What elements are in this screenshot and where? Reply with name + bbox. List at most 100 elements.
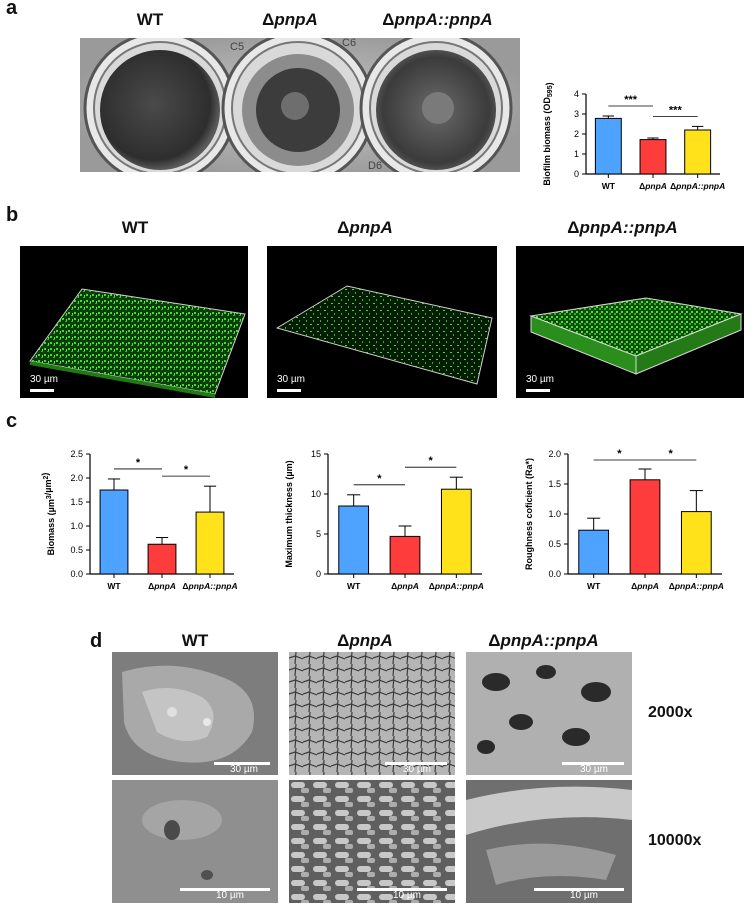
scale-label-comp: 30 µm [526, 374, 554, 385]
scale-label-wt: 30 µm [30, 374, 58, 385]
sem-scalebar-wt-10000x [180, 888, 270, 891]
cslm-header-comp: ΔpnpA::pnpA [567, 218, 678, 237]
well-comp [359, 38, 513, 172]
x-tick-label: ΔpnpA [391, 581, 419, 591]
y-axis-label: Biomass (µm3/µm2) [40, 473, 56, 556]
sem-pnpA-10000x: 10 µm [289, 780, 455, 903]
scale-label-pnpA: 30 µm [277, 374, 305, 385]
panel-letter-c: c [6, 410, 18, 432]
sem-pnpA-2000x: 30 µm [289, 652, 455, 775]
y-tick-label: 15 [311, 449, 321, 459]
y-axis-label: Maximum thickness (µm) [284, 460, 294, 567]
sem-scalebar-pnpA-10000x [357, 888, 447, 891]
plate-header-wt: WT [136, 10, 164, 29]
sem-scalebar-comp-10000x [534, 888, 624, 891]
sem-scale-label-wt-2000x: 30 µm [230, 764, 258, 775]
y-tick-label: 1.5 [70, 497, 83, 507]
sem-scale-label-comp-2000x: 30 µm [580, 764, 608, 775]
chart-roughness: 0.0 0.5 1.0 1.5 2.0 Roughness coficient (Ra*)… [524, 448, 724, 591]
panel-letter-a: a [6, 0, 18, 19]
bar-wt [594, 117, 622, 175]
magnification-2000x: 2000x [648, 704, 693, 721]
y-tick-label: 1.0 [70, 521, 83, 531]
bar-pnpA [639, 139, 667, 175]
plate-photo: C5 C6 D6 [80, 38, 520, 172]
sem-scale-label-wt-10000x: 10 µm [216, 890, 244, 901]
bar-comp [440, 488, 472, 575]
sem-scalebar-comp-2000x [562, 762, 624, 765]
y-tick-label: 0.5 [548, 539, 561, 549]
cslm-image-pnpA: 30 µm [267, 246, 497, 398]
y-tick-label: 5 [316, 529, 321, 539]
cslm-image-comp: 30 µm [516, 246, 744, 398]
plate-label-d6: D6 [368, 160, 382, 172]
y-tick-label: 0.0 [548, 569, 561, 579]
y-tick-label: 0 [574, 169, 579, 179]
x-tick-label: ΔpnpA [639, 181, 667, 191]
scale-bar-wt [30, 389, 54, 392]
sem-scale-label-pnpA-2000x: 30 µm [403, 764, 431, 775]
sem-scale-label-pnpA-10000x: 10 µm [393, 890, 421, 901]
bar-wt [578, 529, 610, 575]
sem-header-comp: ΔpnpA::pnpA [488, 631, 599, 650]
y-tick-label: 2 [574, 129, 579, 139]
y-tick-label: 1.0 [548, 509, 561, 519]
y-tick-label: 2.5 [70, 449, 83, 459]
sem-wt-10000x: 10 µm [112, 780, 278, 903]
x-tick-label: ΔpnpA::pnpA [429, 581, 484, 591]
y-axis-label: Biofilm biomass (OD595) [542, 82, 554, 185]
sem-comp-2000x: 30 µm [466, 652, 632, 775]
y-tick-label: 10 [311, 489, 321, 499]
plate-header-comp: ΔpnpA::pnpA [382, 10, 493, 29]
y-tick-label: 1 [574, 149, 579, 159]
well-pnpA [221, 38, 375, 172]
y-tick-label: 0.5 [70, 545, 83, 555]
bar-comp [195, 511, 225, 575]
bar-pnpA [389, 535, 421, 575]
x-tick-label: ΔpnpA::pnpA [182, 581, 237, 591]
sem-comp-10000x: 10 µm [466, 780, 632, 903]
y-tick-label: 2.0 [70, 473, 83, 483]
significance-label: *** [624, 94, 638, 106]
sem-scale-label-comp-10000x: 10 µm [570, 890, 598, 901]
x-tick-label: WT [107, 581, 121, 591]
scale-bar-comp [526, 389, 550, 392]
significance-label: * [617, 448, 622, 460]
x-tick-label: ΔpnpA [148, 581, 176, 591]
cslm-header-pnpA: ΔpnpA [337, 218, 393, 237]
chart-max-thickness: 0 5 10 15 Maximum thickness (µm) WT ΔpnpA ΔpnpA… [284, 449, 484, 591]
significance-label: * [669, 448, 674, 460]
bar-pnpA [629, 479, 661, 575]
panel-letter-d: d [90, 630, 103, 652]
y-tick-label: 4 [574, 89, 579, 99]
x-tick-label: WT [602, 181, 616, 191]
scale-bar-pnpA [277, 389, 301, 392]
panel-letter-b: b [6, 204, 19, 226]
plate-label-c6: C6 [342, 38, 356, 49]
sem-scalebar-wt-2000x [214, 762, 270, 765]
x-tick-label: WT [587, 581, 601, 591]
y-tick-label: 2.0 [548, 449, 561, 459]
y-tick-label: 0.0 [70, 569, 83, 579]
cslm-header-wt: WT [121, 218, 149, 237]
cslm-image-wt: 30 µm [20, 246, 248, 398]
plate-header-pnpA: ΔpnpA [262, 10, 318, 29]
sem-scalebar-pnpA-2000x [385, 762, 447, 765]
y-tick-label: 1.5 [548, 479, 561, 489]
x-tick-label: ΔpnpA::pnpA [669, 581, 724, 591]
magnification-10000x: 10000x [648, 832, 702, 849]
bar-wt [99, 489, 129, 575]
significance-label: * [377, 473, 382, 485]
x-tick-label: WT [347, 581, 361, 591]
bar-comp [680, 511, 712, 575]
x-tick-label: ΔpnpA::pnpA [670, 181, 725, 191]
chart-biofilm-biomass: 0 1 2 3 4 Biofilm biomass (OD595) WT ΔpnpA ΔpnpA… [542, 82, 725, 191]
chart-biomass: 0.0 0.5 1.0 1.5 2.0 2.5 Biomass (µm3/µm2) WT Δpn… [40, 449, 238, 591]
x-tick-label: ΔpnpA [631, 581, 659, 591]
significance-label: * [429, 455, 434, 467]
significance-label: *** [669, 104, 683, 116]
significance-label: * [136, 457, 141, 469]
sem-header-pnpA: ΔpnpA [337, 631, 393, 650]
y-axis-label: Roughness coficient (Ra*) [524, 458, 534, 570]
y-tick-label: 3 [574, 109, 579, 119]
